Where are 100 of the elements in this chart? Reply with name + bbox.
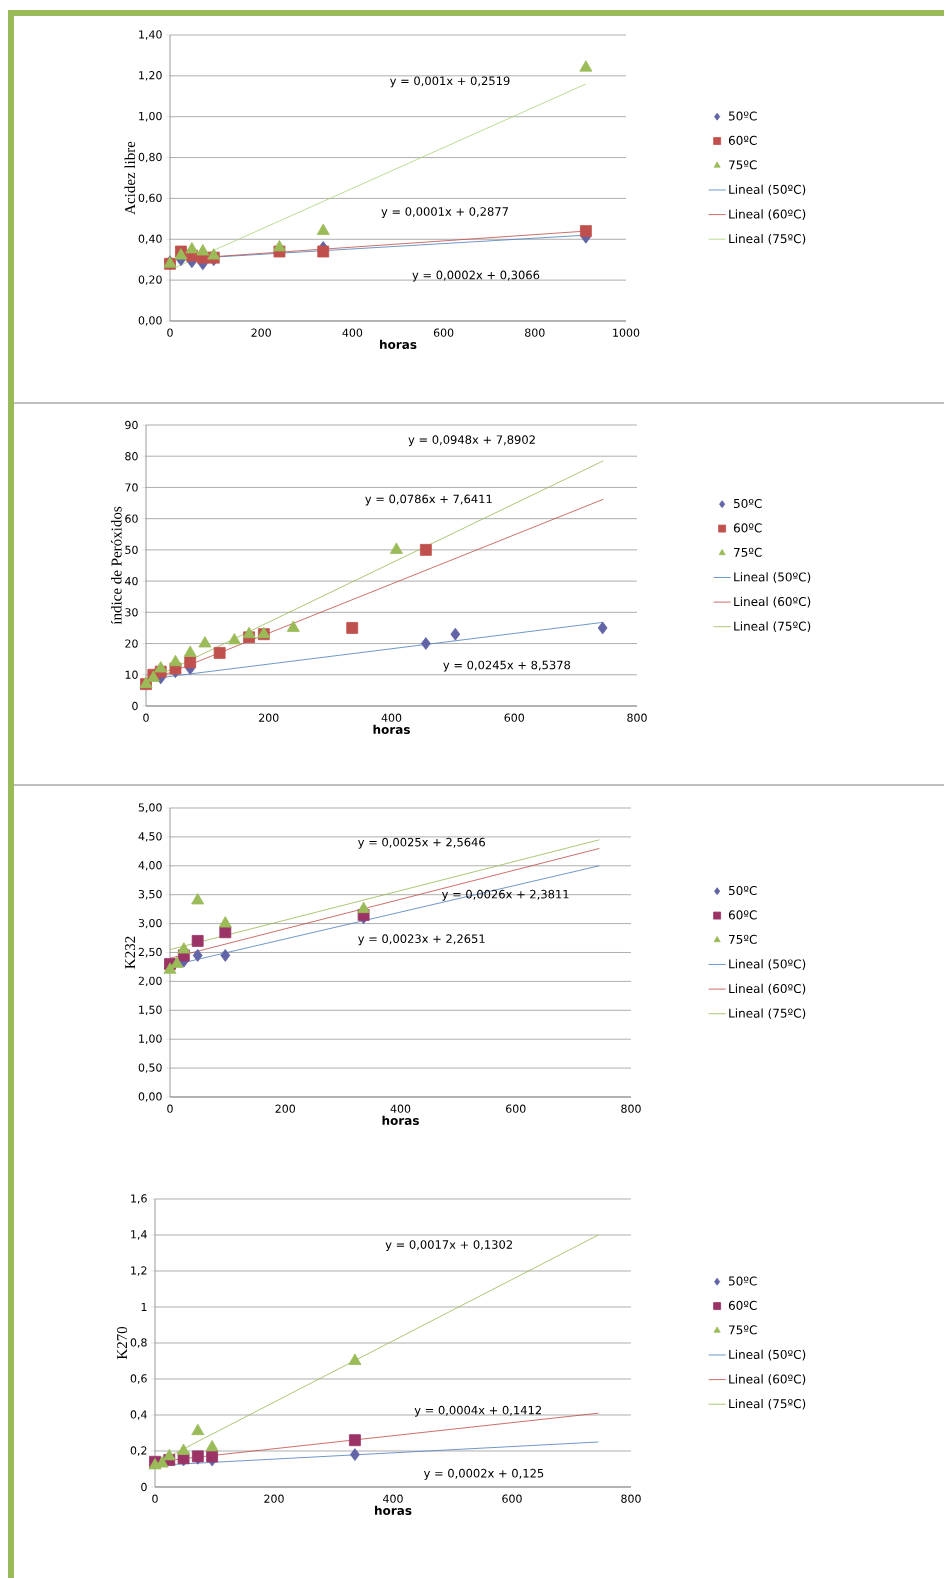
legend-label: Lineal (50ºC) [729, 1349, 806, 1361]
y-tick-label: 1,00 [139, 111, 162, 122]
y-tick-label: 0,60 [138, 193, 162, 204]
legend-label: Lineal (50ºC) [734, 572, 811, 583]
legend-label: Lineal (75ºC) [729, 1008, 806, 1020]
y-tick-label: 4,00 [138, 861, 162, 871]
x-tick-label: 400 [390, 1104, 411, 1113]
annotation: y = 0,0002x + 0,125 [424, 1468, 544, 1480]
y-tick-label: 0,40 [138, 234, 162, 244]
annotation: y = 0,0948x + 7,8902 [408, 435, 536, 447]
legend-label: 60ºC [729, 910, 757, 920]
y-tick-label: 40 [125, 576, 138, 586]
y-tick-label: 0,6 [130, 1374, 148, 1384]
x-tick-label: 0 [167, 328, 174, 337]
y-tick-label: 5,00 [139, 803, 162, 813]
y-tick-label: 1,4 [131, 1230, 148, 1240]
legend-label: 50ºC [729, 885, 757, 896]
x-axis-title: horas [375, 1505, 412, 1516]
y-tick-label: 3,50 [139, 889, 162, 900]
legend-label: Lineal (75ºC) [729, 233, 806, 245]
legend-label: Lineal (75ºC) [734, 621, 811, 633]
x-tick-label: 200 [259, 713, 279, 722]
legend-label: 60ºC [729, 135, 757, 145]
annotation: y = 0,0245x + 8,5378 [443, 660, 571, 672]
legend-label: 75ºC [729, 1325, 757, 1335]
x-tick-label: 800 [525, 328, 545, 337]
y-tick-label: 1,20 [139, 71, 162, 81]
y-tick-label: 0,00 [138, 316, 162, 326]
legend-label: Lineal (75ºC) [729, 1398, 806, 1410]
annotation: y = 0,001x + 0,2519 [390, 76, 510, 88]
y-tick-label: 1,40 [139, 30, 162, 40]
legend-label: Lineal (50ºC) [729, 959, 806, 970]
annotation: y = 0,0026x + 2,3811 [442, 889, 569, 901]
y-tick-label: 80 [125, 452, 138, 461]
y-axis-title: K232 [125, 936, 136, 969]
x-tick-label: 800 [621, 1494, 641, 1503]
legend-label: 50ºC [729, 1276, 757, 1286]
annotation: y = 0,0023x + 2,2651 [358, 934, 485, 946]
x-tick-label: 600 [504, 713, 525, 722]
x-tick-label: 200 [264, 1494, 284, 1503]
y-tick-label: 30 [125, 608, 138, 617]
y-axis-title: Acidez libre [124, 141, 136, 215]
legend-label: 75ºC [729, 160, 757, 170]
x-tick-label: 600 [434, 328, 454, 337]
y-tick-label: 1,2 [131, 1266, 147, 1276]
x-tick-label: 200 [275, 1104, 296, 1113]
y-tick-label: 20 [125, 639, 138, 648]
y-tick-label: 0,00 [138, 1092, 162, 1102]
y-axis-title: K270 [117, 1326, 128, 1360]
legend-label: 50ºC [734, 498, 762, 509]
legend-label: 60ºC [729, 1300, 757, 1310]
y-tick-label: 2,00 [139, 976, 162, 987]
x-axis-title: horas [382, 1115, 420, 1125]
annotation: y = 0,0001x + 0,2877 [381, 207, 509, 219]
y-tick-label: 1,50 [139, 1005, 162, 1016]
y-tick-label: 1,6 [131, 1194, 148, 1204]
x-tick-label: 0 [167, 1104, 174, 1113]
legend-label: 75ºC [734, 547, 762, 557]
y-tick-label: 1 [141, 1302, 147, 1312]
y-tick-label: 0,4 [130, 1410, 148, 1420]
legend-label: 60ºC [734, 523, 762, 533]
legend-label: Lineal (60ºC) [729, 209, 806, 220]
legend-label: Lineal (60ºC) [729, 983, 806, 995]
annotation: y = 0,0025x + 2,5646 [358, 837, 486, 849]
x-tick-label: 400 [381, 713, 402, 722]
y-tick-label: 0,50 [138, 1063, 162, 1073]
y-tick-label: 50 [125, 545, 138, 555]
x-tick-label: 600 [502, 1494, 522, 1503]
annotation: y = 0,0786x + 7,6411 [365, 494, 492, 506]
legend-label: Lineal (60ºC) [729, 1374, 806, 1385]
y-tick-label: 0,2 [130, 1446, 147, 1456]
legend-label: 50ºC [729, 111, 757, 121]
y-tick-label: 1,00 [139, 1034, 162, 1044]
y-tick-label: 2,50 [139, 947, 162, 958]
y-tick-label: 0,20 [138, 275, 162, 285]
y-tick-label: 60 [125, 514, 138, 523]
x-axis-title: horas [380, 339, 417, 349]
y-tick-label: 70 [125, 483, 138, 492]
y-tick-label: 4,50 [138, 832, 162, 842]
x-tick-label: 800 [627, 713, 647, 722]
y-tick-label: 10 [125, 670, 138, 679]
y-tick-label: 90 [125, 420, 138, 430]
y-tick-label: 0,8 [130, 1338, 147, 1348]
legend-label: Lineal (50ºC) [729, 184, 806, 196]
x-axis-title: horas [373, 724, 411, 734]
y-tick-label: 0 [141, 1482, 147, 1492]
y-tick-label: 0,80 [138, 152, 162, 163]
y-axis-title: índice de Peróxidos [111, 506, 122, 625]
x-tick-label: 400 [383, 1494, 403, 1503]
y-tick-label: 0 [132, 701, 138, 711]
x-tick-label: 600 [506, 1104, 526, 1113]
legend-label: 75ºC [729, 934, 757, 944]
x-tick-label: 800 [621, 1104, 642, 1113]
y-tick-label: 3,00 [139, 918, 162, 929]
annotation: y = 0,0002x + 0,3066 [412, 270, 540, 282]
annotation: y = 0,0004x + 0,1412 [414, 1405, 542, 1417]
legend-label: Lineal (60ºC) [734, 596, 811, 608]
x-tick-label: 400 [342, 328, 363, 337]
x-tick-label: 1000 [613, 328, 640, 337]
x-tick-label: 200 [251, 328, 272, 337]
